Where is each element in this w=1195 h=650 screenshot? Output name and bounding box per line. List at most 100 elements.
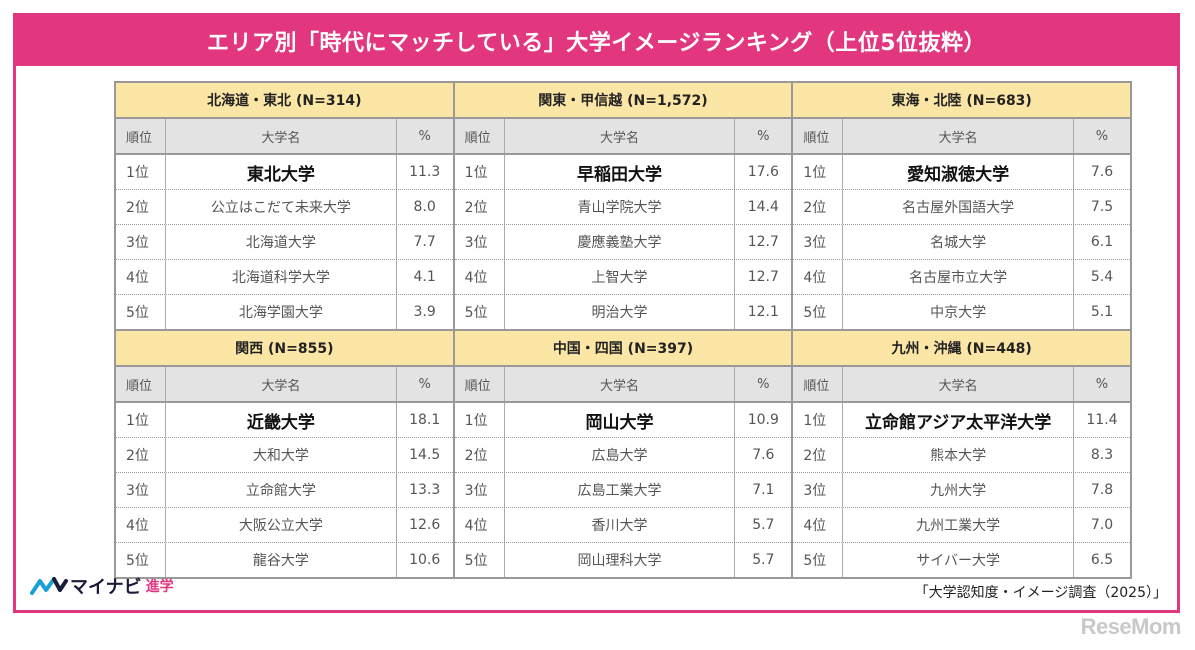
- table-row: 1位 早稲田大学 17.6: [454, 155, 792, 190]
- university-name-cell: 北海道大学: [166, 225, 397, 259]
- university-name-cell: 立命館大学: [166, 473, 397, 507]
- university-name-cell: 北海道科学大学: [166, 260, 397, 294]
- region-header: 関西 (N=855): [116, 331, 453, 367]
- table-row: 4位 北海道科学大学 4.1: [116, 260, 453, 295]
- rank-cell: 5位: [793, 543, 844, 577]
- table-row: 4位 大阪公立大学 12.6: [116, 508, 453, 543]
- region-header: 九州・沖縄 (N=448): [793, 331, 1130, 367]
- logo-name: マイナビ: [70, 577, 142, 598]
- column-header-pct: %: [757, 376, 770, 392]
- percent-cell: 7.8: [1090, 482, 1114, 498]
- table-row: 1位 岡山大学 10.9: [454, 403, 792, 438]
- university-name-cell: サイバー大学: [843, 543, 1074, 577]
- rank-cell: 4位: [455, 260, 505, 294]
- rank-cell: 5位: [116, 295, 166, 329]
- table-row: 1位 愛知淑徳大学 7.6: [793, 155, 1130, 190]
- university-name-cell: 近畿大学: [166, 403, 397, 437]
- percent-cell: 11.4: [1086, 412, 1118, 428]
- column-header-pct: %: [1095, 376, 1109, 392]
- region-header: 東海・北陸 (N=683): [793, 83, 1130, 119]
- rank-cell: 4位: [116, 260, 166, 294]
- table-row: 5位 岡山理科大学 5.7: [454, 543, 792, 579]
- percent-cell: 12.1: [747, 304, 779, 320]
- table-row: 2位 広島大学 7.6: [454, 438, 792, 473]
- watermark: ReseMom: [1080, 614, 1182, 639]
- rank-cell: 5位: [793, 295, 844, 329]
- rank-cell: 1位: [116, 155, 166, 189]
- university-name-cell: 岡山理科大学: [505, 543, 736, 577]
- university-name-cell: 中京大学: [843, 295, 1074, 329]
- percent-cell: 5.1: [1090, 304, 1114, 320]
- percent-cell: 12.7: [747, 269, 779, 285]
- infographic-frame: エリア別「時代にマッチしている」大学イメージランキング（上位5位抜粋） 北海道・…: [13, 13, 1180, 613]
- university-name-cell: 上智大学: [505, 260, 736, 294]
- percent-cell: 12.6: [409, 517, 441, 533]
- region-block: 関東・甲信越 (N=1,572) 順位 大学名% 1位 早稲田大学 17.6 2位 青山学院大…: [454, 83, 794, 331]
- rank-cell: 1位: [116, 403, 166, 437]
- university-name-cell: 東北大学: [166, 155, 397, 189]
- region-header: 北海道・東北 (N=314): [116, 83, 453, 119]
- university-name-cell: 青山学院大学: [505, 190, 736, 224]
- university-name-cell: 岡山大学: [505, 403, 736, 437]
- column-header-rank: 順位: [793, 367, 844, 401]
- table-row: 2位 公立はこだて未来大学 8.0: [116, 190, 453, 225]
- rank-cell: 3位: [116, 473, 166, 507]
- rank-cell: 3位: [455, 473, 505, 507]
- university-name-cell: 名古屋外国語大学: [843, 190, 1074, 224]
- percent-cell: 7.7: [413, 234, 436, 250]
- table-row: 3位 北海道大学 7.7: [116, 225, 453, 260]
- rank-cell: 2位: [455, 190, 505, 224]
- percent-cell: 11.3: [409, 164, 441, 180]
- percent-cell: 8.3: [1090, 447, 1114, 463]
- table-row: 5位 明治大学 12.1: [454, 295, 792, 331]
- table-row: 1位 立命館アジア太平洋大学 11.4: [793, 403, 1130, 438]
- table-row: 4位 名古屋市立大学 5.4: [793, 260, 1130, 295]
- percent-cell: 5.7: [752, 552, 775, 568]
- column-header-row: 順位 大学名%: [454, 119, 792, 155]
- percent-cell: 10.9: [747, 412, 779, 428]
- logo-sub: 進学: [145, 579, 174, 595]
- table-row: 3位 慶應義塾大学 12.7: [454, 225, 792, 260]
- region-header: 関東・甲信越 (N=1,572): [454, 83, 792, 119]
- university-name-cell: 立命館アジア太平洋大学: [843, 403, 1074, 437]
- rank-cell: 5位: [455, 543, 505, 577]
- mynavi-logo-icon: [30, 577, 68, 595]
- percent-cell: 8.0: [413, 199, 436, 215]
- table-row: 3位 九州大学 7.8: [793, 473, 1130, 508]
- university-name-cell: 名古屋市立大学: [843, 260, 1074, 294]
- university-name-cell: 香川大学: [505, 508, 736, 542]
- percent-cell: 18.1: [409, 412, 441, 428]
- rank-cell: 4位: [793, 260, 844, 294]
- column-header-row: 順位 大学名%: [116, 367, 453, 403]
- rank-cell: 5位: [116, 543, 166, 577]
- university-name-cell: 龍谷大学: [166, 543, 397, 577]
- column-header-row: 順位 大学名%: [793, 367, 1130, 403]
- rank-cell: 1位: [793, 155, 844, 189]
- percent-cell: 13.3: [409, 482, 441, 498]
- table-row: 5位 龍谷大学 10.6: [116, 543, 453, 579]
- percent-cell: 7.6: [1090, 164, 1114, 180]
- rank-cell: 3位: [455, 225, 505, 259]
- percent-cell: 10.6: [409, 552, 441, 568]
- column-header-pct: %: [757, 128, 770, 144]
- university-name-cell: 九州工業大学: [843, 508, 1074, 542]
- column-header-name: 大学名: [843, 119, 1074, 153]
- percent-cell: 17.6: [747, 164, 779, 180]
- table-row: 5位 サイバー大学 6.5: [793, 543, 1130, 579]
- table-row: 3位 立命館大学 13.3: [116, 473, 453, 508]
- rank-cell: 2位: [116, 190, 166, 224]
- column-header-pct: %: [418, 376, 431, 392]
- table-row: 3位 名城大学 6.1: [793, 225, 1130, 260]
- table-row: 4位 上智大学 12.7: [454, 260, 792, 295]
- column-header-row: 順位 大学名%: [454, 367, 792, 403]
- page-title: エリア別「時代にマッチしている」大学イメージランキング（上位5位抜粋）: [16, 16, 1177, 66]
- table-row: 5位 北海学園大学 3.9: [116, 295, 453, 331]
- university-name-cell: 名城大学: [843, 225, 1074, 259]
- percent-cell: 6.5: [1090, 552, 1114, 568]
- university-name-cell: 熊本大学: [843, 438, 1074, 472]
- university-name-cell: 公立はこだて未来大学: [166, 190, 397, 224]
- column-header-row: 順位 大学名%: [116, 119, 453, 155]
- column-header-pct: %: [1095, 128, 1109, 144]
- university-name-cell: 明治大学: [505, 295, 736, 329]
- rank-cell: 3位: [793, 473, 844, 507]
